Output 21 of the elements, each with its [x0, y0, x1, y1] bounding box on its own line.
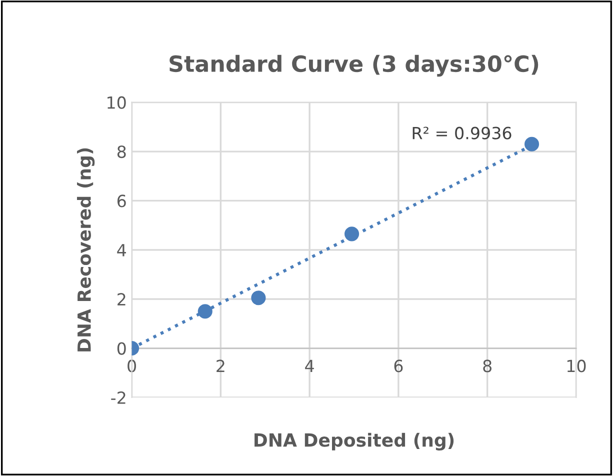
annotation: R² = 0.9936: [412, 126, 512, 140]
chart-title: Standard Curve (3 days:30°C): [170, 54, 538, 77]
point: [251, 290, 266, 306]
y-tick-label: 0: [117, 342, 126, 355]
x-tick-label: 4: [305, 360, 314, 372]
y-tick-label: 4: [117, 244, 126, 256]
point: [524, 136, 540, 152]
y-axis-title: DNA Recovered (ng): [77, 148, 95, 352]
y-tick-label: -2: [111, 391, 126, 404]
x-tick-label: 2: [216, 360, 224, 372]
x-tick-label: 8: [483, 360, 492, 372]
x-axis-title: DNA Deposited (ng): [254, 432, 454, 450]
y-tick-label: 2: [118, 293, 126, 306]
y-tick-label: 6: [117, 194, 126, 208]
x-tick-label: 6: [394, 360, 403, 372]
x-tick-label: 10: [567, 360, 586, 372]
point: [344, 226, 360, 242]
point: [198, 304, 212, 319]
y-tick-label: 10: [108, 96, 126, 109]
x-tick-label: 0: [128, 360, 136, 372]
y-tick-label: 8: [117, 145, 126, 158]
